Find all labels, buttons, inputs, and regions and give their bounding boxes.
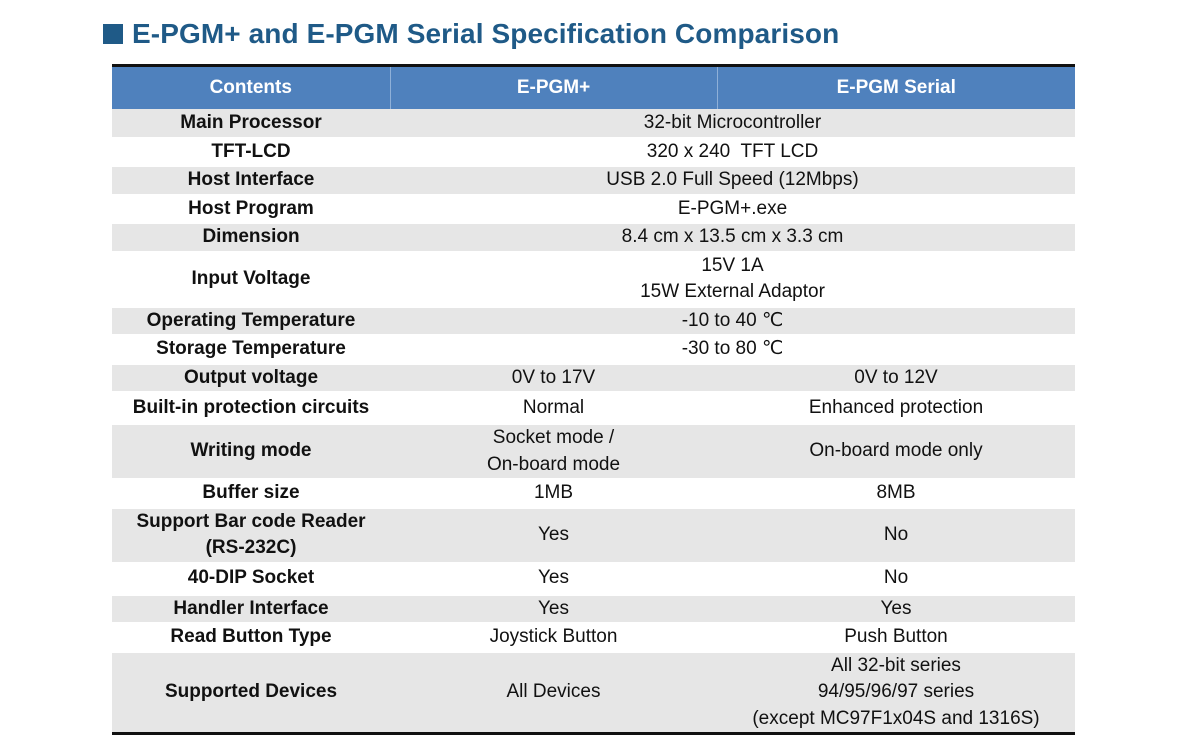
square-bullet-icon — [103, 24, 123, 44]
shared-value: 15V 1A 15W External Adaptor — [390, 251, 1075, 308]
epgm-plus-value: 0V to 17V — [390, 363, 717, 393]
value-line: All 32-bit series — [831, 654, 961, 676]
epgm-plus-value: Yes — [390, 594, 717, 624]
row-label: Buffer size — [112, 479, 390, 509]
shared-value: -30 to 80 ℃ — [390, 335, 1075, 365]
epgm-serial-value: On-board mode only — [717, 424, 1075, 480]
shared-value: -10 to 40 ℃ — [390, 306, 1075, 336]
row-label: Main Processor — [112, 109, 390, 139]
epgm-serial-value: No — [717, 507, 1075, 564]
shared-value: 320 x 240 TFT LCD — [390, 137, 1075, 167]
row-label: Built-in protection circuits — [112, 392, 390, 425]
header-epgm-plus: E-PGM+ — [389, 65, 717, 110]
table-row: 40-DIP Socket Yes No — [112, 562, 1075, 596]
table-row: Support Bar code Reader (RS-232C) Yes No — [112, 507, 1075, 564]
page-title: E-PGM+ and E-PGM Serial Specification Co… — [132, 18, 840, 49]
spec-comparison-table: Contents E-PGM+ E-PGM Serial Main Proces… — [112, 64, 1075, 735]
row-label: Dimension — [112, 223, 390, 253]
row-label: Read Button Type — [112, 623, 390, 653]
shared-value: USB 2.0 Full Speed (12Mbps) — [390, 166, 1075, 196]
row-label: TFT-LCD — [112, 137, 390, 167]
shared-value: 8.4 cm x 13.5 cm x 3.3 cm — [390, 223, 1075, 253]
table-row: Supported Devices All Devices All 32-bit… — [112, 651, 1075, 734]
value-line: 94/95/96/97 series — [817, 681, 975, 702]
table-row: TFT-LCD 320 x 240 TFT LCD — [112, 137, 1075, 167]
header-epgm-serial: E-PGM Serial — [716, 65, 1075, 110]
row-label: Host Program — [112, 194, 390, 224]
epgm-serial-value: Enhanced protection — [717, 392, 1075, 425]
shared-value: 32-bit Microcontroller — [390, 109, 1075, 139]
header-contents: Contents — [112, 65, 390, 110]
epgm-plus-value: Normal — [390, 392, 717, 425]
epgm-plus-value: Yes — [390, 507, 717, 564]
epgm-plus-value: Joystick Button — [390, 623, 717, 653]
table-body: Main Processor 32-bit Microcontroller TF… — [112, 109, 1075, 734]
table-row: Writing mode Socket mode / On-board mode… — [112, 424, 1075, 480]
epgm-serial-value: All 32-bit series 94/95/96/97 series (ex… — [717, 651, 1075, 734]
table-header: Contents E-PGM+ E-PGM Serial — [112, 65, 1075, 110]
value-line: Socket mode / — [492, 427, 615, 448]
table-row: Handler Interface Yes Yes — [112, 594, 1075, 624]
row-label: Host Interface — [112, 166, 390, 196]
table-row: Dimension 8.4 cm x 13.5 cm x 3.3 cm — [112, 223, 1075, 253]
table-row: Buffer size 1MB 8MB — [112, 479, 1075, 509]
row-label: Supported Devices — [112, 651, 390, 734]
table-row: Built-in protection circuits Normal Enha… — [112, 392, 1075, 425]
row-label: Writing mode — [112, 424, 390, 480]
row-label: Handler Interface — [112, 594, 390, 624]
value-line: 15V 1A — [701, 254, 764, 276]
row-label: 40-DIP Socket — [112, 562, 390, 596]
table-row: Host Program E-PGM+.exe — [112, 194, 1075, 224]
table-row: Read Button Type Joystick Button Push Bu… — [112, 623, 1075, 653]
row-label: Input Voltage — [112, 251, 390, 308]
table-row: Host Interface USB 2.0 Full Speed (12Mbp… — [112, 166, 1075, 196]
row-label: Output voltage — [112, 363, 390, 393]
epgm-plus-value: Socket mode / On-board mode — [390, 424, 717, 480]
page-title-bar: E-PGM+ and E-PGM Serial Specification Co… — [103, 14, 839, 54]
value-line: On-board mode — [486, 453, 621, 475]
value-line: 15W External Adaptor — [640, 281, 825, 302]
label-line: (RS-232C) — [205, 537, 297, 558]
table-row: Input Voltage 15V 1A 15W External Adapto… — [112, 251, 1075, 308]
epgm-serial-value: Yes — [717, 594, 1075, 624]
table-row: Operating Temperature -10 to 40 ℃ — [112, 306, 1075, 336]
epgm-serial-value: No — [717, 562, 1075, 596]
table-row: Output voltage 0V to 17V 0V to 12V — [112, 363, 1075, 393]
shared-value: E-PGM+.exe — [390, 194, 1075, 224]
epgm-serial-value: Push Button — [717, 623, 1075, 653]
row-label: Storage Temperature — [112, 335, 390, 365]
label-line: Support Bar code Reader — [136, 510, 366, 532]
table-row: Main Processor 32-bit Microcontroller — [112, 109, 1075, 139]
epgm-serial-value: 0V to 12V — [717, 363, 1075, 393]
row-label: Operating Temperature — [112, 306, 390, 336]
row-label: Support Bar code Reader (RS-232C) — [112, 507, 390, 564]
table-row: Storage Temperature -30 to 80 ℃ — [112, 335, 1075, 365]
value-line: (except MC97F1x04S and 1316S) — [752, 707, 1040, 729]
header-row: Contents E-PGM+ E-PGM Serial — [112, 65, 1075, 110]
epgm-serial-value: 8MB — [717, 479, 1075, 509]
epgm-plus-value: All Devices — [390, 651, 717, 734]
epgm-plus-value: Yes — [390, 562, 717, 596]
epgm-plus-value: 1MB — [390, 479, 717, 509]
